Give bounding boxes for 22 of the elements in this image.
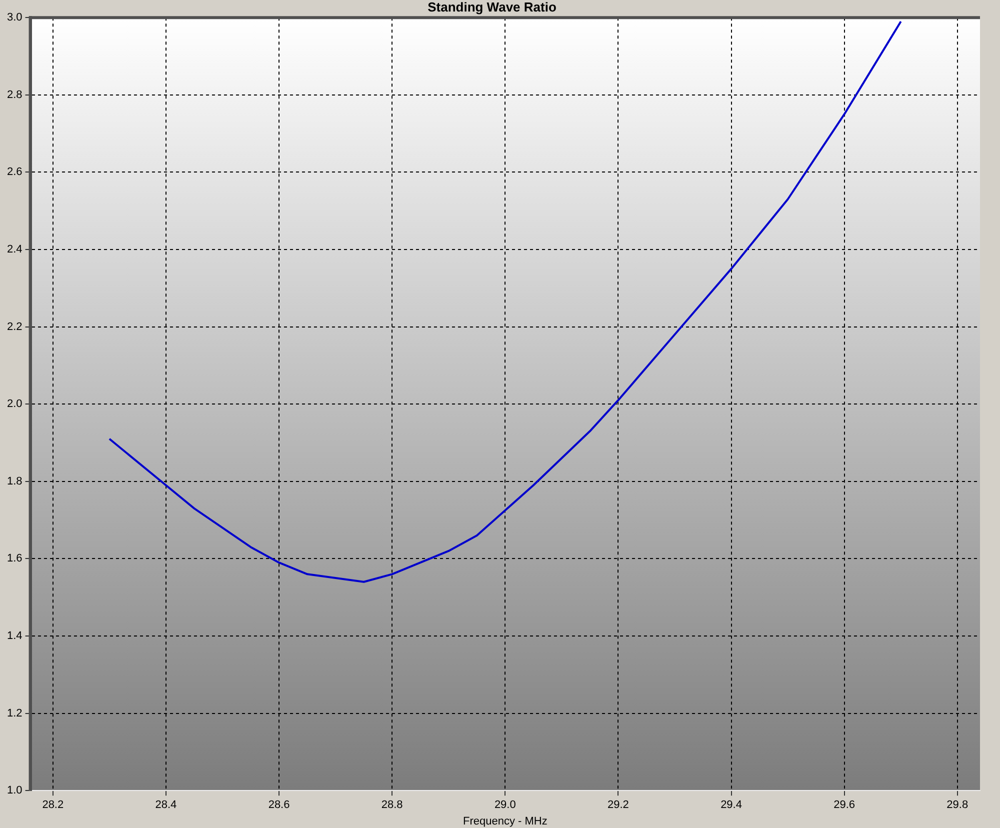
x-tick-label: 28.4 <box>155 799 177 812</box>
y-tick-label: 1.8 <box>6 475 22 488</box>
x-tick-label: 29.4 <box>720 799 742 812</box>
y-tick-label: 1.2 <box>6 707 22 720</box>
y-tick-label: 1.6 <box>6 552 22 565</box>
y-tick-label: 2.2 <box>6 320 22 333</box>
x-axis-title: Frequency - MHz <box>462 815 548 828</box>
x-tick-label: 28.2 <box>42 799 64 812</box>
chart-title: Standing Wave Ratio <box>428 0 556 14</box>
x-tick-label: 29.2 <box>607 799 629 812</box>
x-tick-label: 28.6 <box>268 799 290 812</box>
y-tick-label: 2.8 <box>6 88 22 101</box>
y-tick-label: 1.0 <box>6 784 22 797</box>
y-tick-label: 3.0 <box>6 12 22 24</box>
x-tick-label: 28.8 <box>381 799 403 812</box>
y-tick-label: 2.0 <box>6 398 22 410</box>
y-tick-label: 2.4 <box>6 244 22 256</box>
y-tick-label: 2.6 <box>6 166 22 178</box>
x-tick-label: 29.0 <box>494 799 516 812</box>
y-tick-label: 1.4 <box>6 630 22 642</box>
x-tick-label: 29.8 <box>946 799 968 812</box>
x-tick-label: 29.6 <box>834 799 856 812</box>
